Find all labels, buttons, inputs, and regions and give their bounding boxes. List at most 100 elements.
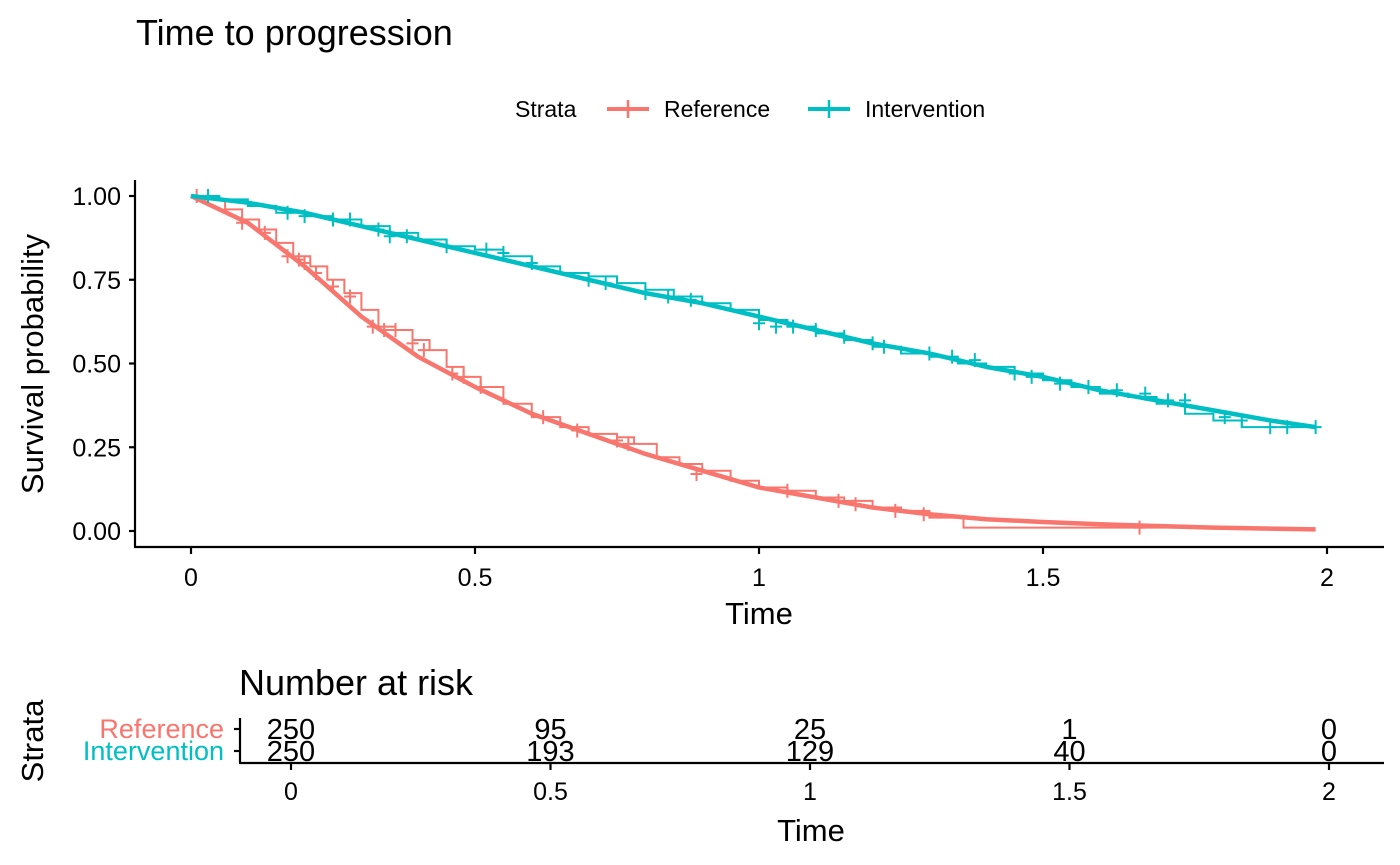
risk-cell: 25: [794, 714, 826, 746]
x-axis-label: Time: [725, 596, 793, 631]
risk-x-tick-label: 0.5: [533, 778, 568, 806]
censor-mark: [639, 286, 652, 301]
y-ticks: 0.00 0.25 0.50 0.75 1.00: [72, 183, 135, 546]
risk-row-reference: Reference 250 95 25 1 0: [99, 714, 1337, 746]
censor-mark: [662, 289, 675, 304]
km-step-line: [191, 195, 1316, 429]
censor-mark: [781, 483, 794, 498]
series-layer: [190, 189, 1322, 535]
censor-mark: [866, 336, 879, 351]
censor-mark: [611, 433, 623, 448]
x-tick-label: 0: [184, 564, 198, 592]
risk-cell: 1: [1061, 714, 1077, 746]
censor-mark: [525, 256, 538, 270]
risk-cell: 129: [786, 736, 834, 768]
legend-item-reference: Reference: [607, 96, 770, 122]
censor-mark: [582, 272, 595, 287]
censor-mark: [258, 225, 271, 240]
series-reference: [190, 189, 1316, 535]
censor-mark: [832, 493, 845, 508]
survival-plot: 0.00 0.25 0.50 0.75 1.00 0 0.5 1 1.5 2 Time Surv…: [15, 180, 1384, 631]
censor-mark: [344, 212, 357, 227]
y-tick-label: 1.00: [72, 183, 121, 211]
censor-mark: [1054, 376, 1067, 391]
risk-cell: 0: [1321, 714, 1337, 746]
censor-mark: [446, 366, 459, 381]
smooth-curve: [190, 193, 1316, 532]
x-ticks: 0 0.5 1 1.5 2: [184, 547, 1334, 592]
censor-mark: [571, 423, 584, 438]
censor-mark: [809, 323, 822, 337]
censor-mark: [917, 507, 930, 522]
censor-mark: [440, 239, 453, 254]
censor-mark: [327, 279, 339, 294]
risk-x-tick-label: 1.5: [1052, 778, 1087, 806]
censor-mark: [298, 209, 311, 224]
censor-mark: [946, 349, 959, 364]
risk-y-axis-label: Strata: [15, 699, 50, 782]
risk-cell: 250: [267, 714, 315, 746]
legend: Strata Reference Intervention: [515, 96, 985, 122]
y-tick-label: 0.00: [72, 518, 121, 546]
censor-mark: [457, 369, 470, 384]
censor-mark: [298, 256, 311, 270]
censor-mark: [1139, 386, 1152, 401]
censor-mark: [378, 323, 391, 337]
y-tick-label: 0.50: [72, 351, 121, 379]
legend-item-intervention: Intervention: [808, 96, 985, 122]
censor-mark: [497, 245, 510, 260]
censor-mark: [383, 229, 396, 244]
censor-mark: [684, 292, 697, 307]
legend-label: Intervention: [865, 96, 985, 122]
censor-mark: [327, 212, 339, 227]
chart-title: Time to progression: [136, 12, 453, 53]
risk-rows: Reference 250 95 25 1 0 Intervention 250 193 129 4…: [83, 714, 1337, 768]
x-tick-label: 1.5: [1026, 564, 1061, 592]
censor-mark: [480, 242, 493, 257]
censor-mark: [1161, 393, 1174, 408]
censor-mark: [400, 229, 413, 244]
censor-mark: [753, 316, 765, 331]
y-tick-label: 0.25: [72, 434, 121, 462]
legend-items: Reference Intervention: [607, 96, 985, 122]
censor-mark: [344, 289, 357, 304]
censor-mark: [292, 252, 305, 267]
risk-cell: 95: [534, 714, 566, 746]
risk-cell: 0: [1321, 736, 1337, 768]
y-axis-label: Survival probability: [15, 233, 50, 494]
risk-row-intervention: Intervention 250 193 129 40 0: [83, 736, 1337, 768]
censor-mark: [1082, 379, 1095, 394]
legend-label: Reference: [664, 96, 770, 122]
risk-cell: 250: [267, 736, 315, 768]
risk-table-title: Number at risk: [239, 662, 474, 703]
censor-mark: [1008, 366, 1021, 381]
censor-mark: [770, 319, 783, 334]
censor-mark: [236, 215, 249, 230]
censor-mark: [1218, 410, 1231, 425]
censor-mark: [417, 343, 430, 358]
censor-mark: [923, 346, 936, 361]
smooth-curve: [190, 193, 1316, 430]
risk-cell: 40: [1053, 736, 1085, 768]
censor-mark: [690, 467, 703, 482]
risk-table: Number at risk Reference 250 95 25 1 0Interve…: [15, 662, 1384, 848]
censor-mark: [1235, 413, 1248, 428]
censor-mark: [849, 497, 862, 512]
censor-mark: [968, 353, 981, 368]
censor-mark: [787, 319, 800, 334]
censor-mark: [309, 266, 322, 281]
risk-row-label: Reference: [99, 714, 224, 744]
censor-mark: [406, 336, 419, 351]
censor-mark: [622, 436, 635, 451]
risk-x-tick-label: 1: [803, 778, 817, 806]
censor-mark: [281, 205, 294, 220]
x-tick-label: 0.5: [458, 564, 493, 592]
km-step-line: [191, 195, 1214, 529]
x-tick-label: 2: [1320, 564, 1334, 592]
censor-mark: [1110, 383, 1123, 398]
censor-mark: [1281, 420, 1294, 435]
y-tick-label: 0.75: [72, 267, 121, 295]
censor-mark: [1309, 420, 1322, 435]
